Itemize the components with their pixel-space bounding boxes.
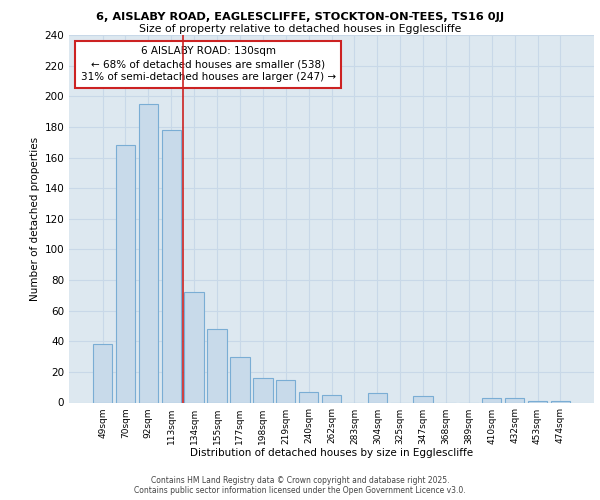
Bar (551, 401, 570, 402)
Bar (299, 392, 319, 402)
Bar (368, 394, 387, 402)
Bar (93, 344, 112, 403)
Bar (276, 380, 295, 402)
Bar (505, 398, 524, 402)
Text: Size of property relative to detached houses in Egglescliffe: Size of property relative to detached ho… (139, 24, 461, 34)
Bar (139, 104, 158, 403)
Bar (230, 356, 250, 403)
Bar (413, 396, 433, 402)
Bar (208, 329, 227, 402)
Bar (322, 395, 341, 402)
Text: Contains HM Land Registry data © Crown copyright and database right 2025.
Contai: Contains HM Land Registry data © Crown c… (134, 476, 466, 495)
Text: 6, AISLABY ROAD, EAGLESCLIFFE, STOCKTON-ON-TEES, TS16 0JJ: 6, AISLABY ROAD, EAGLESCLIFFE, STOCKTON-… (96, 12, 504, 22)
Bar (253, 378, 272, 402)
X-axis label: Distribution of detached houses by size in Egglescliffe: Distribution of detached houses by size … (190, 448, 473, 458)
Text: 6 AISLABY ROAD: 130sqm
← 68% of detached houses are smaller (538)
31% of semi-de: 6 AISLABY ROAD: 130sqm ← 68% of detached… (80, 46, 335, 82)
Bar (528, 401, 547, 402)
Y-axis label: Number of detached properties: Number of detached properties (30, 136, 40, 301)
Bar (161, 130, 181, 402)
Bar (482, 398, 502, 402)
Bar (116, 146, 135, 402)
Bar (184, 292, 204, 403)
